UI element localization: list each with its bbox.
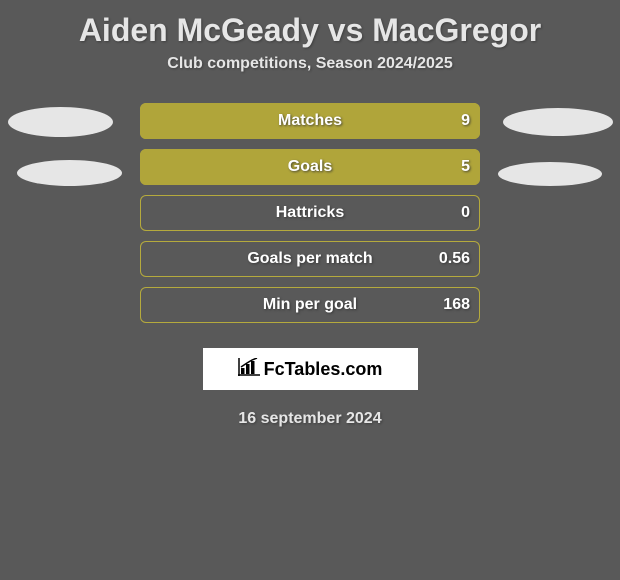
player-right-pill-1 [503, 108, 613, 136]
date-label: 16 september 2024 [0, 410, 620, 428]
stat-bars: Matches 9 Goals 5 Hattricks 0 Goals per … [140, 103, 480, 333]
logo: FcTables.com [238, 358, 383, 381]
stat-row: Min per goal 168 [140, 287, 480, 323]
stat-label: Goals [140, 158, 480, 176]
stat-value: 0 [461, 204, 470, 222]
logo-box: FcTables.com [203, 348, 418, 390]
stat-label: Goals per match [140, 250, 480, 268]
stat-row: Goals per match 0.56 [140, 241, 480, 277]
comparison-title: Aiden McGeady vs MacGregor [0, 0, 620, 55]
player-left-pill-2 [17, 160, 122, 186]
stat-row: Hattricks 0 [140, 195, 480, 231]
stat-label: Matches [140, 112, 480, 130]
stat-value: 5 [461, 158, 470, 176]
stat-value: 0.56 [439, 250, 470, 268]
player-left-pill-1 [8, 107, 113, 137]
bar-chart-icon [238, 358, 260, 381]
stat-value: 168 [443, 296, 470, 314]
stat-value: 9 [461, 112, 470, 130]
comparison-subtitle: Club competitions, Season 2024/2025 [0, 55, 620, 103]
stat-row: Goals 5 [140, 149, 480, 185]
logo-text: FcTables.com [264, 359, 383, 380]
chart-area: Matches 9 Goals 5 Hattricks 0 Goals per … [0, 103, 620, 333]
stat-label: Min per goal [140, 296, 480, 314]
stat-label: Hattricks [140, 204, 480, 222]
player-right-pill-2 [498, 162, 602, 186]
stat-row: Matches 9 [140, 103, 480, 139]
